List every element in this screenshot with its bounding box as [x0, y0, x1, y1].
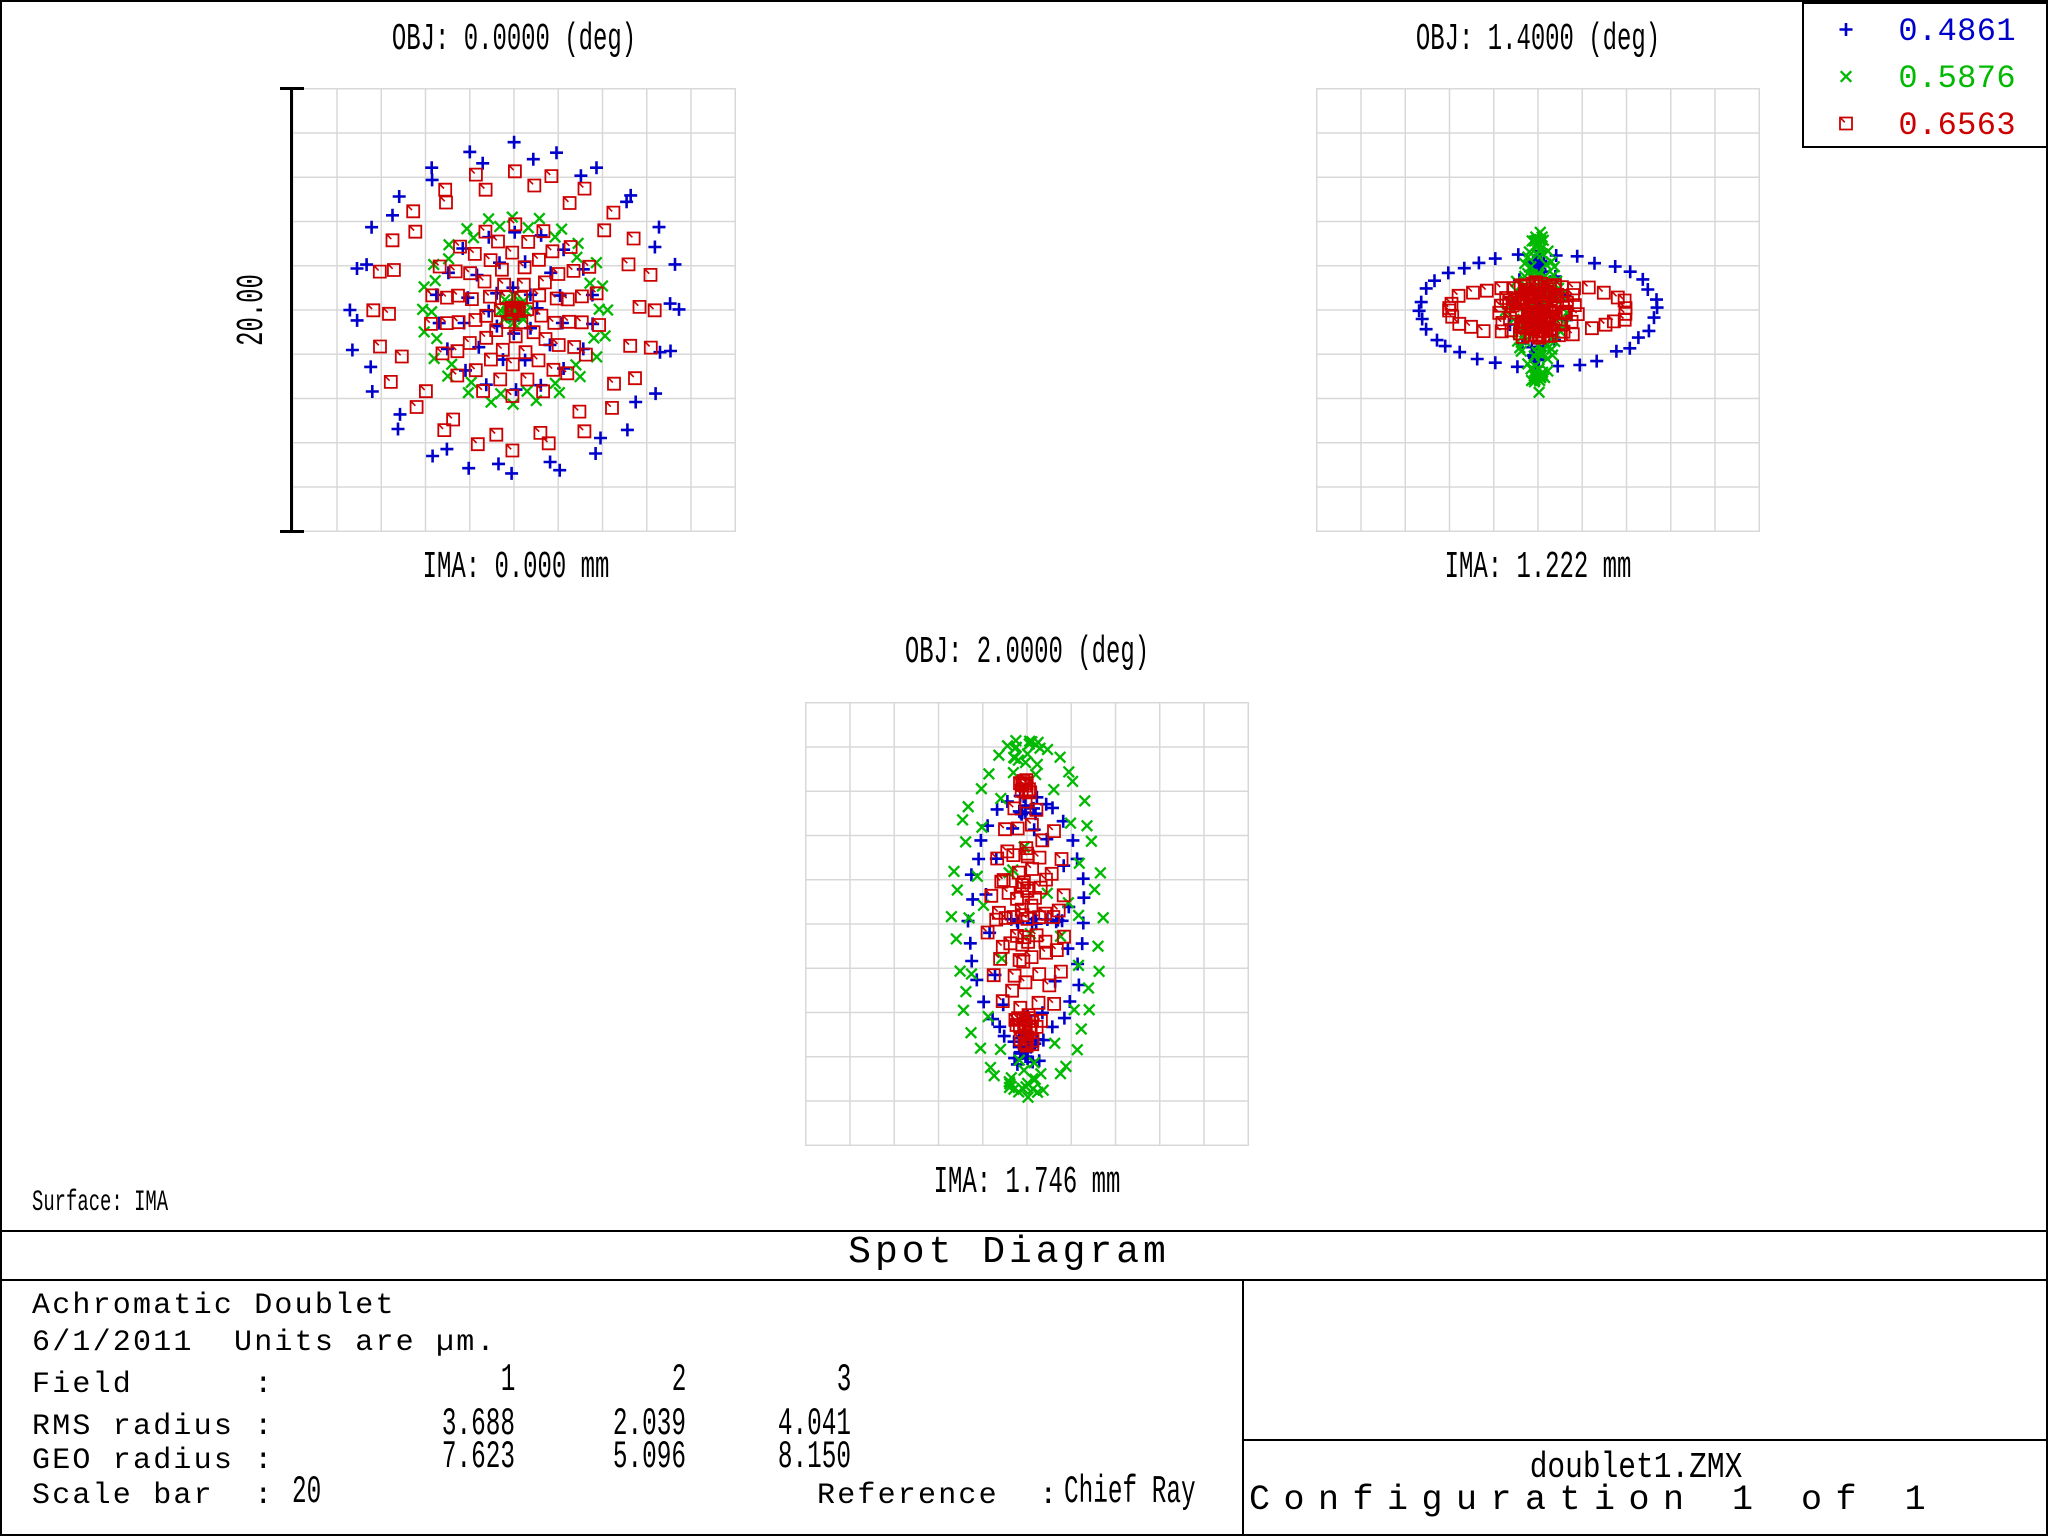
cross-marker-icon — [1832, 63, 1860, 96]
page-title: Spot Diagram — [848, 1231, 1170, 1274]
obj-title-field2: OBJ: 1.4000 (deg) — [1415, 18, 1661, 61]
footer-divider — [1242, 1279, 1244, 1534]
plus-marker-icon — [1832, 16, 1860, 49]
plot-grid — [292, 88, 736, 532]
ima-label-field2: IMA: 1.222 mm — [1444, 546, 1632, 589]
scale-bar-label: 20.00 — [231, 274, 274, 346]
markers-wavelength-0.6563 — [1442, 275, 1633, 345]
scale-bar-row-label: Scale bar : — [32, 1479, 275, 1513]
ima-label-field3: IMA: 1.746 mm — [933, 1161, 1121, 1204]
file-name: doublet1.ZMX — [1529, 1447, 1743, 1488]
legend-wavelength-3: 0.6563 — [1898, 107, 2016, 144]
band-bottom-rule — [2, 1279, 2046, 1281]
field-1-number: 1 — [500, 1358, 515, 1402]
square-marker-icon — [1832, 110, 1860, 143]
lens-title: Achromatic Doublet — [32, 1289, 396, 1323]
rms-row-label: RMS radius : — [32, 1410, 275, 1444]
legend-row: 0.6563 — [1804, 106, 2046, 146]
legend-wavelength-2: 0.5876 — [1898, 60, 2016, 97]
scale-bar-value: 20 — [292, 1470, 322, 1514]
ima-label-field1: IMA: 0.000 mm — [422, 546, 610, 589]
field-2-number: 2 — [671, 1358, 686, 1402]
spot-plot-svg — [805, 702, 1249, 1146]
markers-wavelength-0.6563 — [366, 164, 662, 458]
geo-row-label: GEO radius : — [32, 1444, 275, 1478]
date-units: 6/1/2011 Units are µm. — [32, 1326, 497, 1360]
geo-field1-value: 7.623 — [441, 1435, 515, 1479]
rms-field1-value: 3.688 — [441, 1402, 515, 1446]
obj-title-field3: OBJ: 2.0000 (deg) — [904, 631, 1150, 674]
scale-bar-top-cap — [280, 87, 304, 90]
field-3-number: 3 — [836, 1358, 851, 1402]
markers-wavelength-0.6563 — [980, 773, 1071, 1053]
rms-field3-value: 4.041 — [777, 1402, 851, 1446]
legend-wavelength-1: 0.4861 — [1898, 13, 2016, 50]
spot-plot-field3 — [805, 702, 1249, 1146]
footer-right-rule — [1242, 1439, 2046, 1441]
wavelength-legend: 0.4861 0.5876 0.6563 — [1802, 2, 2046, 148]
scale-bar-line — [290, 88, 293, 532]
rms-field2-value: 2.039 — [612, 1402, 686, 1446]
band-top-rule — [2, 1230, 2046, 1232]
spot-plot-svg — [292, 88, 736, 532]
legend-row: 0.5876 — [1804, 59, 2046, 99]
obj-title-field1: OBJ: 0.0000 (deg) — [391, 18, 637, 61]
spot-plot-field2 — [1316, 88, 1760, 532]
geo-field3-value: 8.150 — [777, 1435, 851, 1479]
geo-field2-value: 5.096 — [612, 1435, 686, 1479]
spot-plot-svg — [1316, 88, 1760, 532]
surface-label: Surface: IMA — [32, 1186, 169, 1220]
markers-wavelength-0.5876 — [945, 734, 1110, 1104]
configuration-label: Configuration 1 of 1 — [1249, 1480, 1940, 1520]
reference-label: Reference : — [817, 1479, 1060, 1513]
legend-row: 0.4861 — [1804, 12, 2046, 52]
reference-value: Chief Ray — [1064, 1470, 1196, 1514]
field-row-label: Field : — [32, 1368, 275, 1402]
spot-plot-field1 — [292, 88, 736, 532]
scale-bar-bottom-cap — [280, 530, 304, 533]
